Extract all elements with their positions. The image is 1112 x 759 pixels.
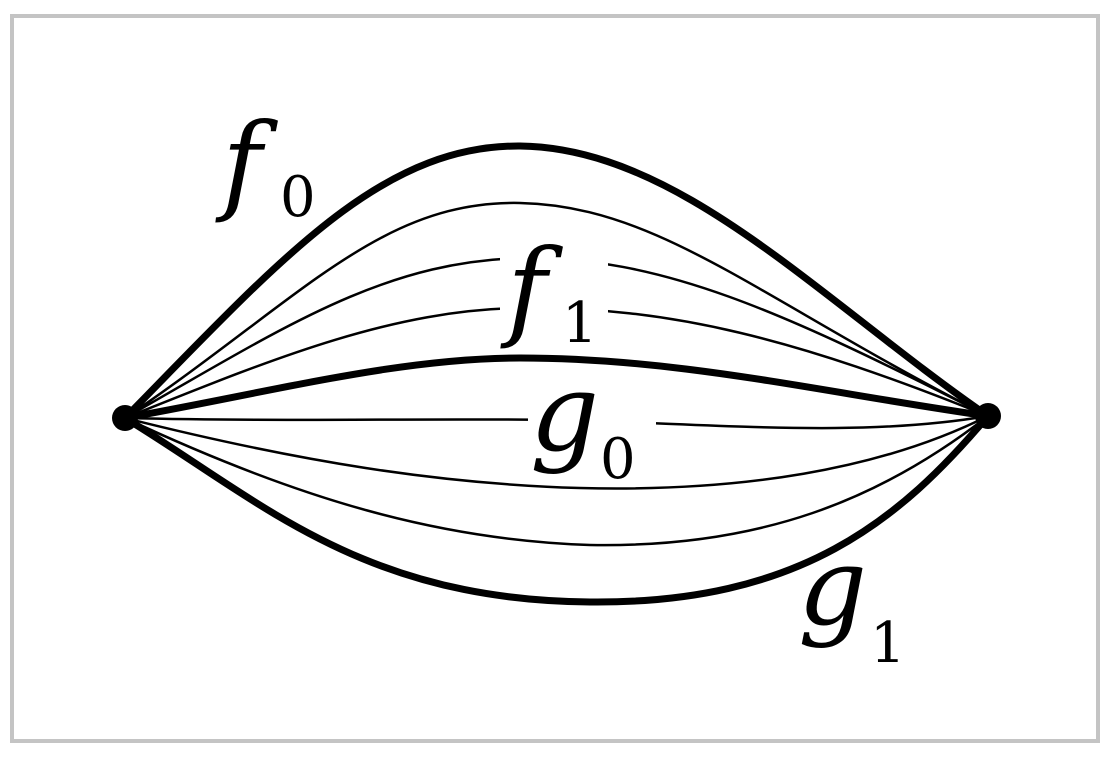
label-f1-sub: 1 <box>562 291 598 356</box>
path-f0 <box>121 142 992 422</box>
thin-path-lower-2 <box>123 414 990 490</box>
path-g1 <box>121 412 992 606</box>
end-point <box>975 403 1001 429</box>
label-g0: g 0 <box>530 351 636 492</box>
start-point <box>112 405 138 431</box>
label-g0-knockout <box>528 388 656 484</box>
label-g1-base: g <box>798 525 867 650</box>
label-f0-sub: 0 <box>280 165 316 230</box>
label-g1: g 1 <box>798 525 906 676</box>
label-f1-knockout <box>500 226 608 346</box>
label-g0-base: g <box>530 351 599 476</box>
label-g1-sub: 1 <box>870 611 906 676</box>
label-g0-sub: 0 <box>600 427 636 492</box>
thin-path-lower-3 <box>123 414 990 547</box>
thin-path-upper-1 <box>123 201 990 420</box>
path-g0 <box>121 354 992 422</box>
